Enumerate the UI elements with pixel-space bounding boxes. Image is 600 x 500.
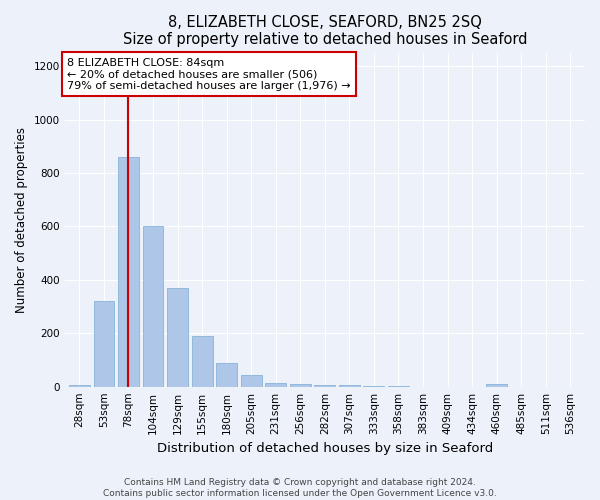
Bar bbox=[486, 384, 507, 386]
Bar bbox=[191, 336, 212, 386]
Bar bbox=[167, 288, 188, 386]
Bar bbox=[290, 384, 311, 386]
Bar bbox=[241, 374, 262, 386]
Bar bbox=[118, 157, 139, 386]
Text: 8 ELIZABETH CLOSE: 84sqm
← 20% of detached houses are smaller (506)
79% of semi-: 8 ELIZABETH CLOSE: 84sqm ← 20% of detach… bbox=[67, 58, 351, 91]
Bar bbox=[265, 382, 286, 386]
Title: 8, ELIZABETH CLOSE, SEAFORD, BN25 2SQ
Size of property relative to detached hous: 8, ELIZABETH CLOSE, SEAFORD, BN25 2SQ Si… bbox=[122, 15, 527, 48]
Bar bbox=[94, 301, 115, 386]
Bar bbox=[216, 362, 237, 386]
Bar bbox=[143, 226, 163, 386]
Text: Contains HM Land Registry data © Crown copyright and database right 2024.
Contai: Contains HM Land Registry data © Crown c… bbox=[103, 478, 497, 498]
Y-axis label: Number of detached properties: Number of detached properties bbox=[15, 126, 28, 312]
X-axis label: Distribution of detached houses by size in Seaford: Distribution of detached houses by size … bbox=[157, 442, 493, 455]
